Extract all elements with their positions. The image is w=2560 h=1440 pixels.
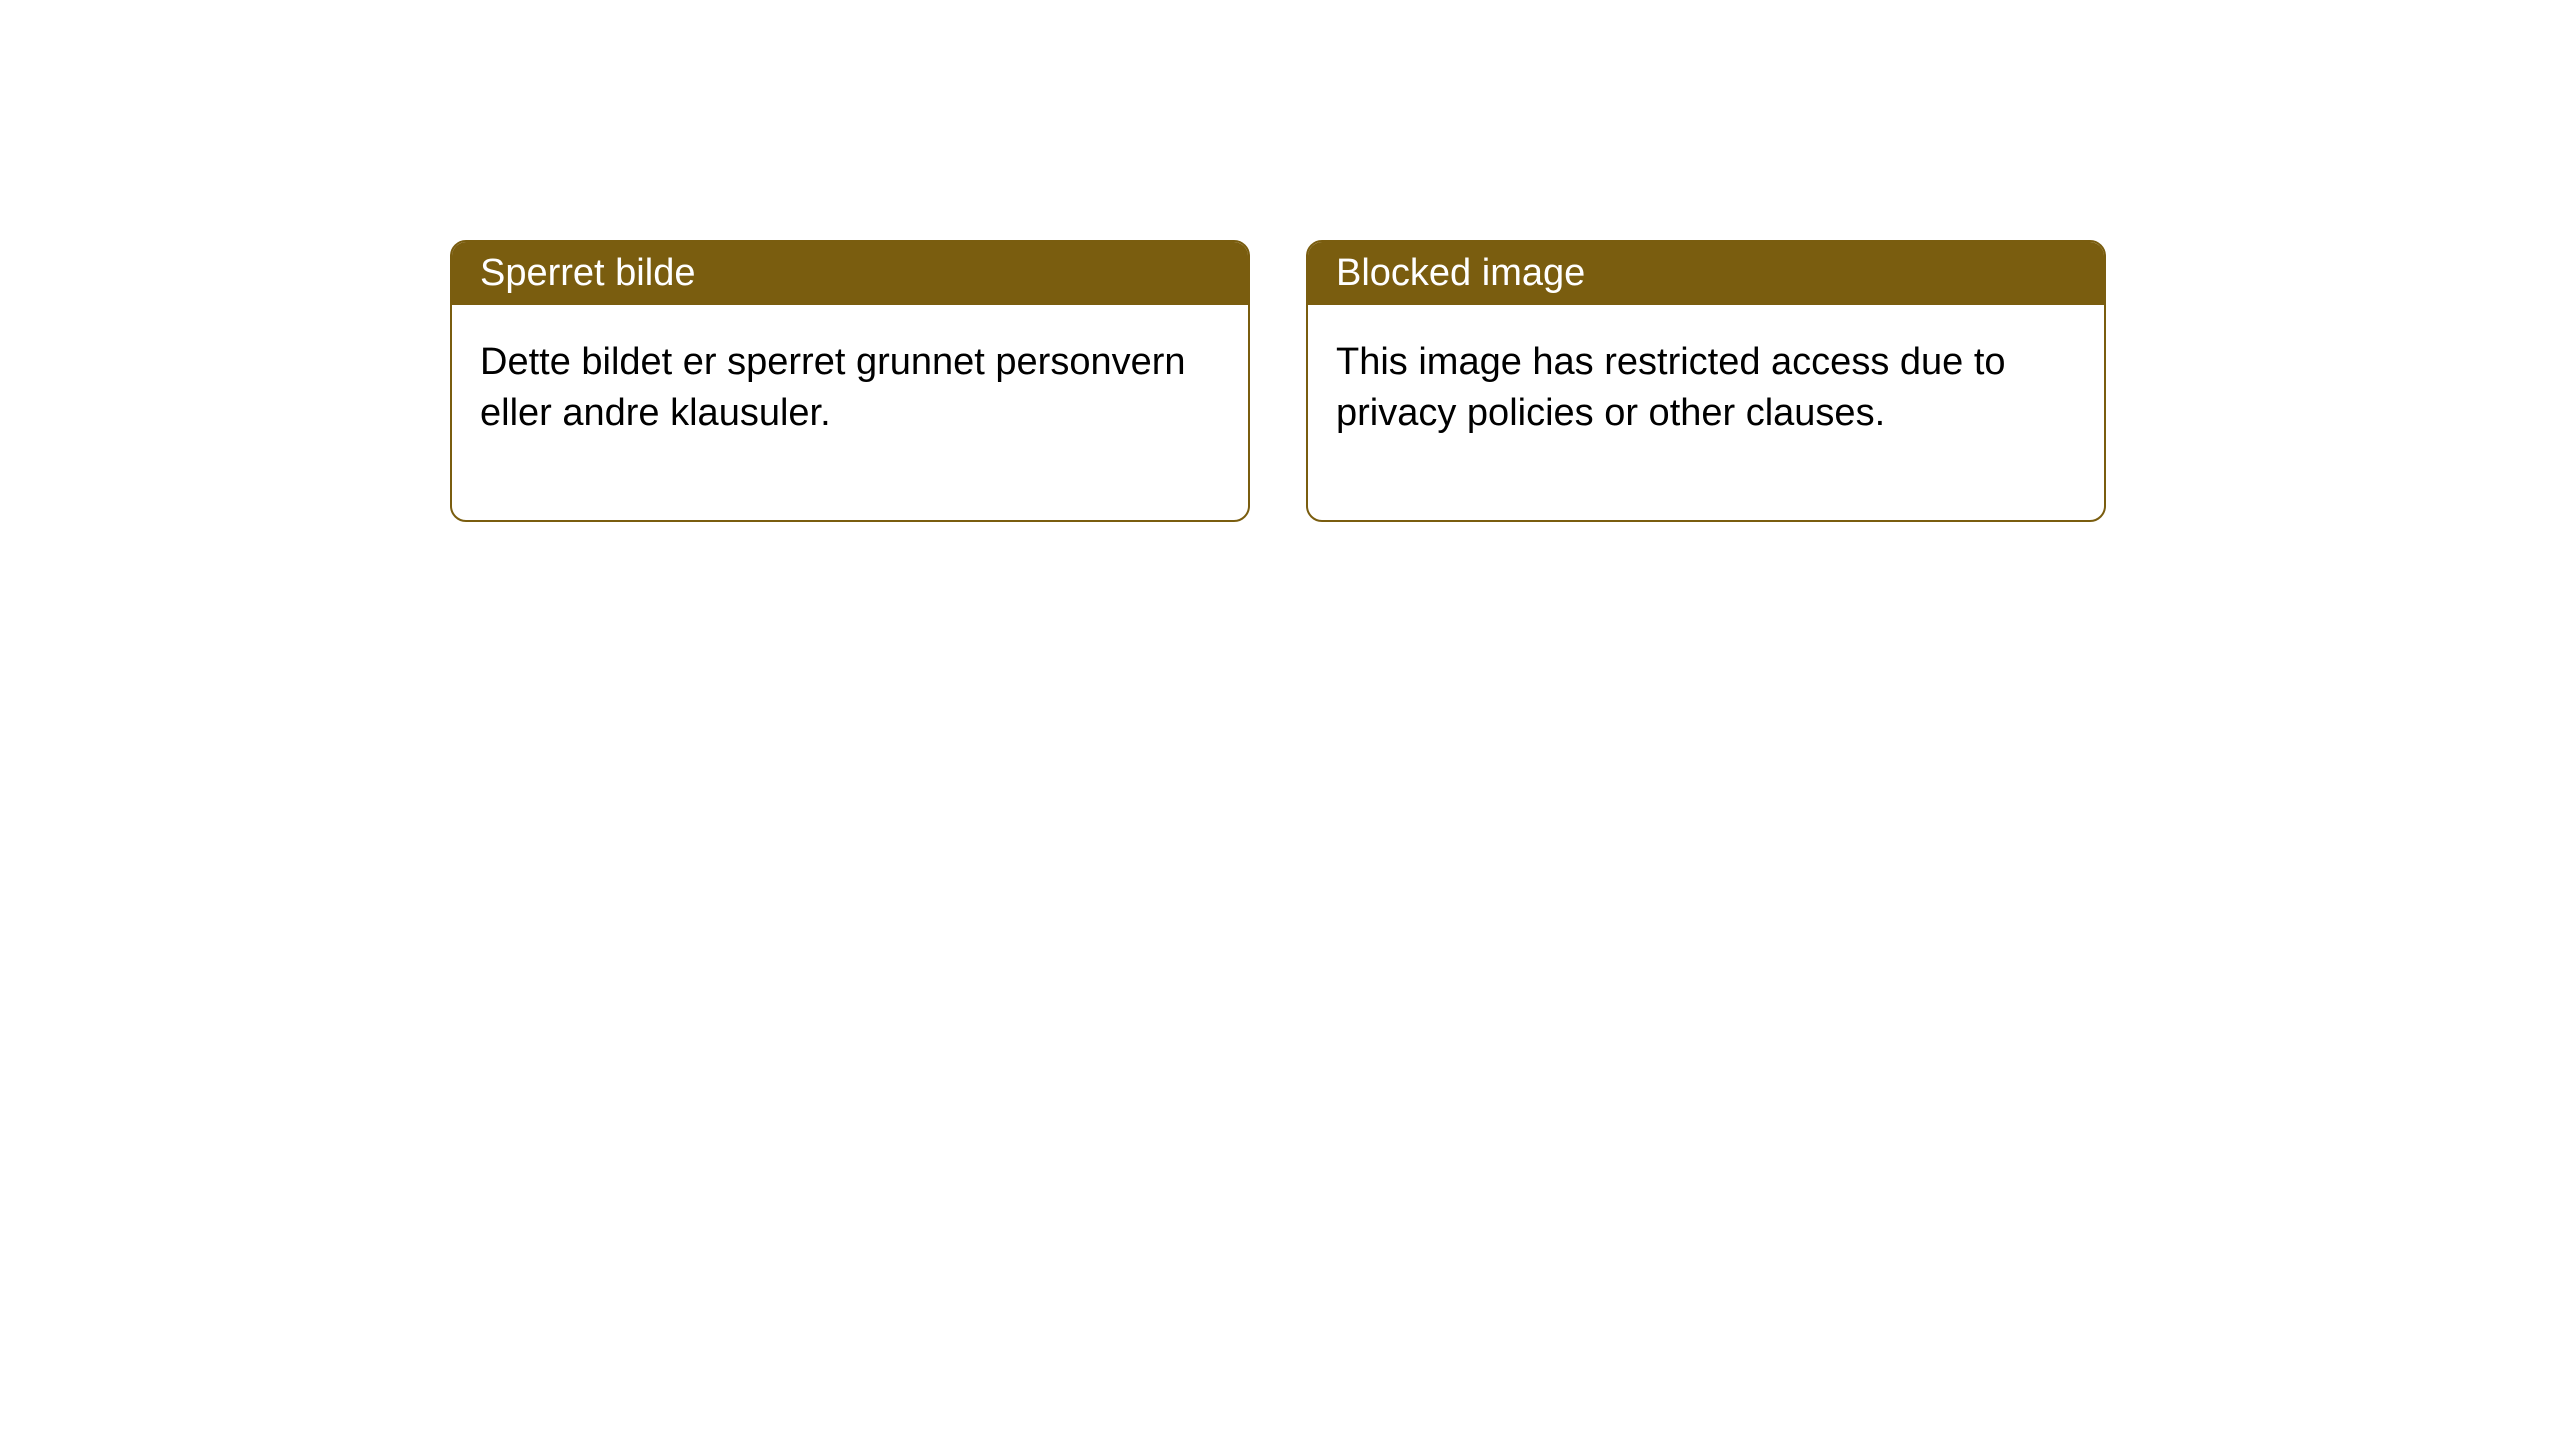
- card-header-en: Blocked image: [1308, 242, 2104, 305]
- card-body-en: This image has restricted access due to …: [1308, 305, 2104, 520]
- notice-cards-container: Sperret bilde Dette bildet er sperret gr…: [450, 240, 2106, 522]
- card-body-nb: Dette bildet er sperret grunnet personve…: [452, 305, 1248, 520]
- card-header-nb: Sperret bilde: [452, 242, 1248, 305]
- blocked-image-card-en: Blocked image This image has restricted …: [1306, 240, 2106, 522]
- blocked-image-card-nb: Sperret bilde Dette bildet er sperret gr…: [450, 240, 1250, 522]
